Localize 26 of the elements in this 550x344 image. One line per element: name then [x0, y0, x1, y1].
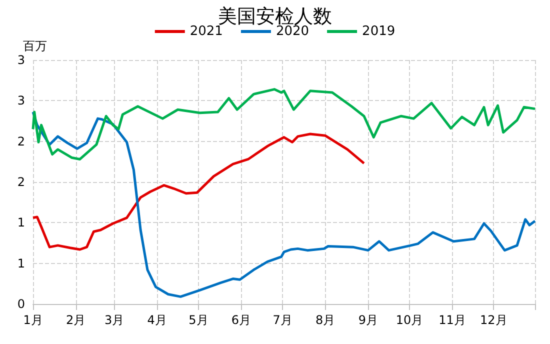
legend-label: 2021	[190, 24, 223, 39]
x-tick-label: 4月	[147, 313, 167, 327]
line-series	[32, 88, 536, 160]
y-axis-title: 百万	[23, 39, 47, 53]
x-tick-label: 3月	[104, 313, 124, 327]
x-tick-label: 6月	[231, 313, 252, 327]
y-tick-label: 0	[17, 297, 25, 311]
x-tick-label: 2月	[66, 313, 86, 327]
y-tick-label: 1	[17, 256, 25, 270]
x-tick-label: 1月	[23, 313, 43, 327]
x-tick-label: 7月	[272, 313, 292, 327]
x-tick-label: 5月	[188, 313, 208, 327]
x-tick-label: 8月	[316, 313, 336, 327]
x-tick-label: 12月	[480, 313, 508, 327]
x-tick-label: 10月	[396, 313, 424, 327]
y-tick-label: 2	[17, 134, 25, 148]
legend-label: 2020	[276, 24, 310, 39]
line-series	[32, 132, 366, 251]
line-series	[32, 110, 536, 298]
y-tick-label: 3	[17, 94, 25, 108]
y-tick-label: 2	[17, 175, 25, 189]
x-tick-label: 9月	[358, 313, 378, 327]
y-tick-label: 3	[17, 53, 25, 67]
x-tick-label: 11月	[438, 313, 466, 327]
y-tick-label: 1	[17, 216, 25, 230]
legend-label: 2019	[362, 24, 396, 39]
